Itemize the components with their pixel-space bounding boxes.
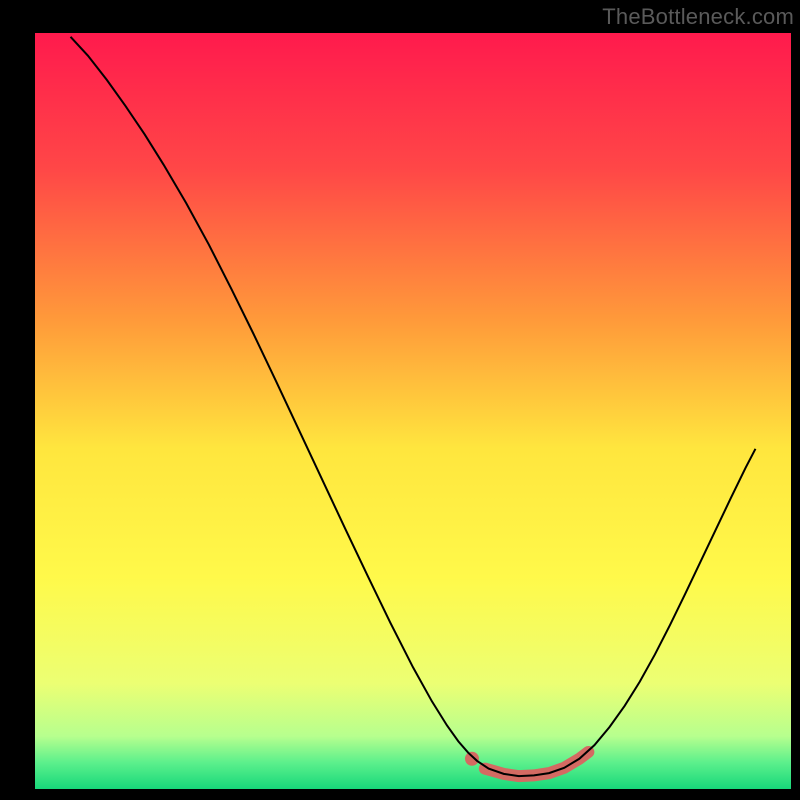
gradient-background [35,33,791,789]
chart-frame: TheBottleneck.com [0,0,800,800]
watermark-text: TheBottleneck.com [602,4,794,30]
highlight-dot [465,752,479,766]
bottleneck-chart-svg [0,0,800,800]
